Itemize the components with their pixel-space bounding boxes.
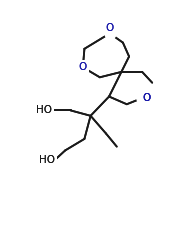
Text: O: O (142, 93, 150, 103)
Text: HO: HO (39, 155, 55, 165)
Text: O: O (79, 62, 87, 72)
Text: HO: HO (36, 105, 52, 115)
Text: O: O (142, 93, 150, 103)
Text: O: O (106, 23, 114, 33)
Text: O: O (79, 62, 87, 72)
Text: O: O (106, 23, 114, 33)
Text: HO: HO (39, 155, 55, 165)
Text: O: O (142, 93, 150, 103)
Text: HO: HO (36, 105, 52, 115)
